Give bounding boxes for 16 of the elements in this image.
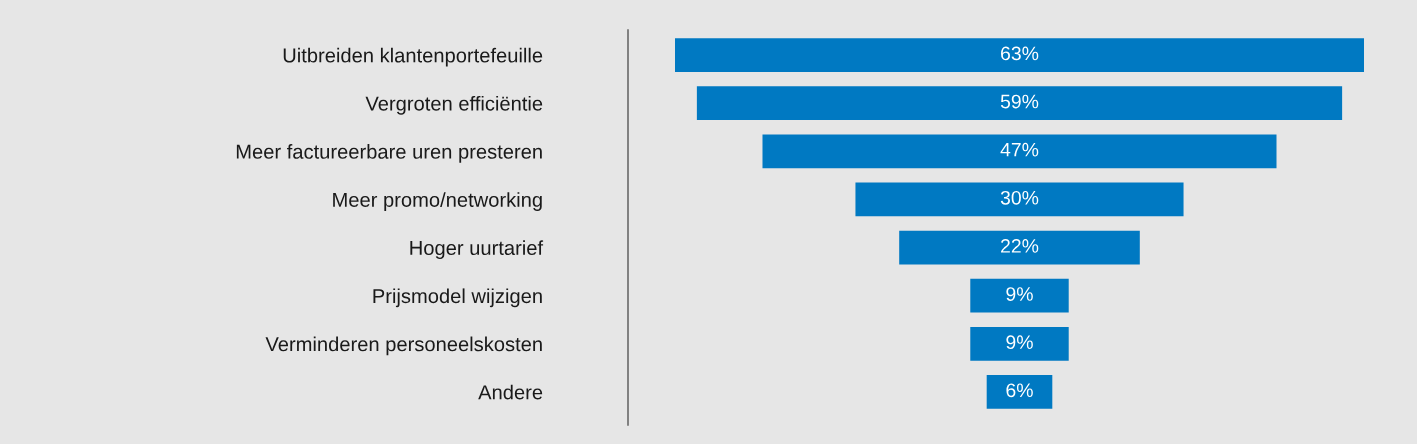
data-label: 6%: [1006, 383, 1033, 398]
category-label: Vergroten efficiëntie: [365, 95, 543, 115]
data-label: 47%: [1000, 142, 1039, 157]
data-label: 59%: [1000, 94, 1039, 109]
category-label: Prijsmodel wijzigen: [373, 288, 542, 308]
data-label: 9%: [1006, 287, 1033, 301]
category-label: Meer promo/networking: [333, 192, 542, 211]
category-label: Uitbreiden klantenportefeuille: [283, 47, 543, 67]
category-label: Andere: [478, 384, 543, 400]
category-label: Meer factureerbare uren presteren: [236, 144, 542, 163]
data-label: 9%: [1006, 335, 1033, 350]
data-label: 22%: [1001, 239, 1039, 253]
category-label: Verminderen personeelskosten: [265, 336, 542, 356]
data-label: 30%: [1000, 190, 1039, 205]
category-label: Hoger uurtarief: [410, 240, 544, 260]
data-label: 63%: [1001, 46, 1039, 61]
